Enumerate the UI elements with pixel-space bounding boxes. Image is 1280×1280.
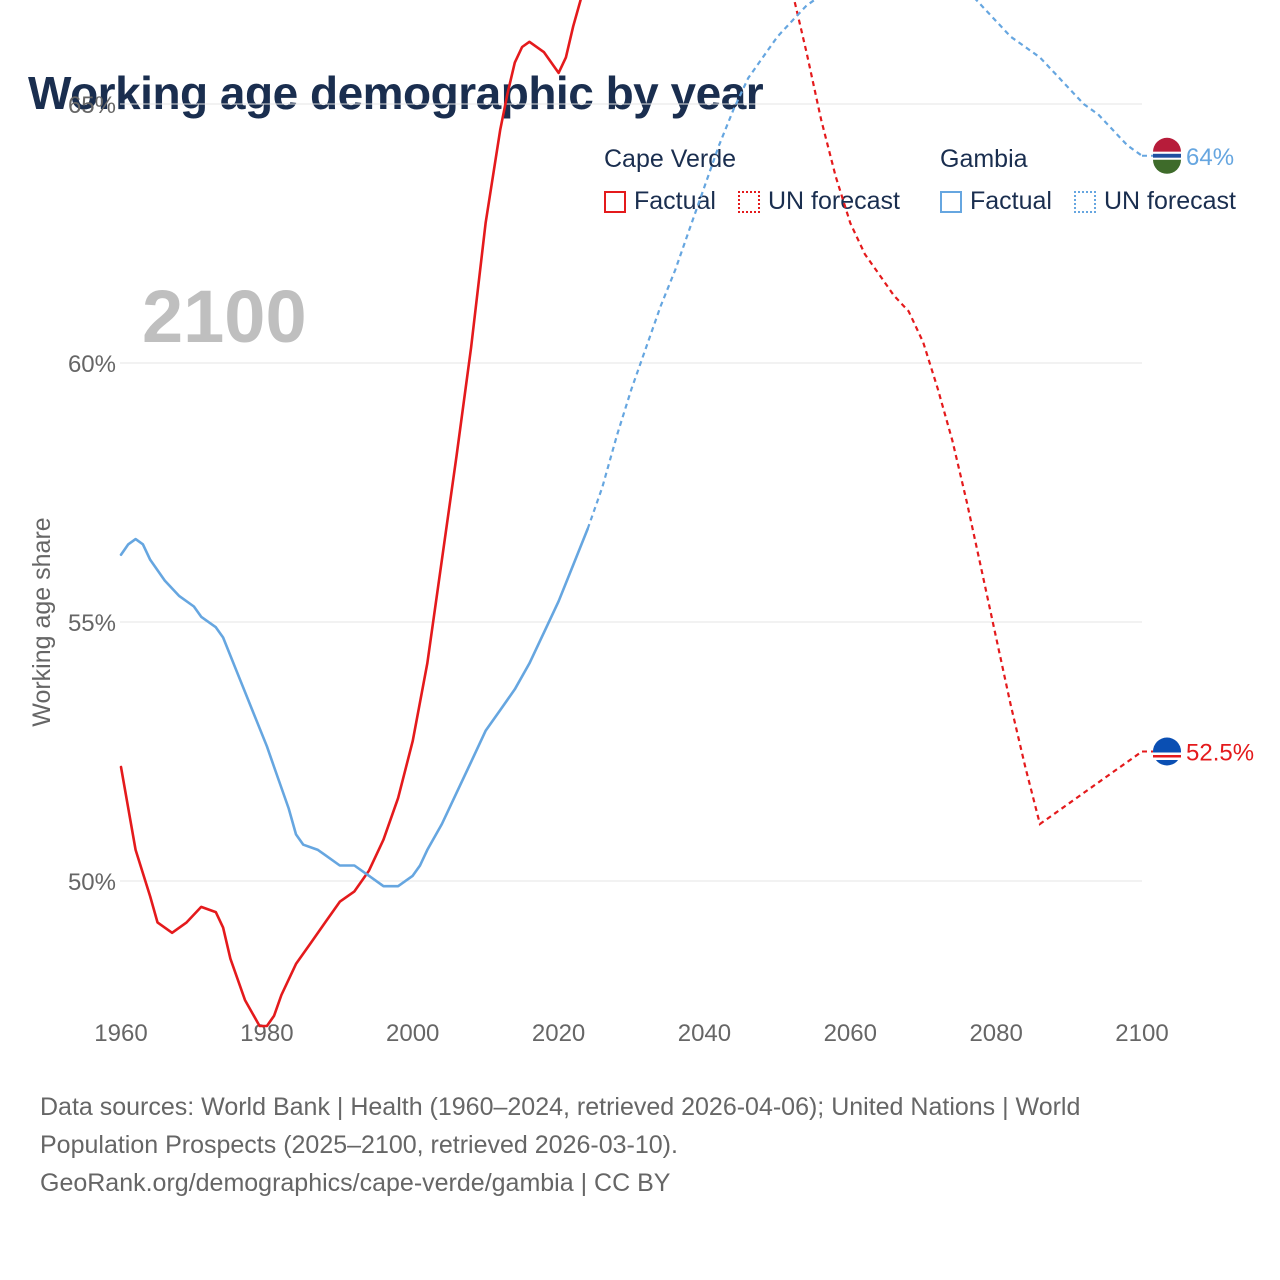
y-axis-label: Working age share (28, 517, 56, 726)
flag-stripe-top (1153, 137, 1181, 152)
x-tick-label: 1960 (94, 1020, 147, 1047)
chart-title: Working age demographic by year (28, 67, 764, 119)
legend-item-gambia-factual[interactable]: Factual (940, 187, 1052, 216)
flag-stripe (1153, 752, 1181, 755)
legend-label: UN forecast (1104, 187, 1236, 215)
legend-swatch-dotted (1074, 190, 1096, 213)
x-tick-label: 2020 (532, 1020, 585, 1047)
flag-field (1153, 737, 1181, 766)
legend-group-title: Gambia (940, 145, 1028, 173)
y-axis: 50%55%60%65%70% (68, 92, 116, 896)
x-tick-label: 2100 (1115, 1020, 1168, 1047)
y-tick-label: 55% (68, 610, 116, 637)
legend-swatch-solid (940, 190, 962, 213)
footer-source-line: Data sources: World Bank | Health (1960–… (40, 1093, 1081, 1121)
legend-item-gambia-forecast[interactable]: UN forecast (1074, 187, 1236, 216)
gambia-flag-icon (1153, 137, 1181, 174)
end-value-label: 64% (1186, 144, 1234, 171)
y-tick-label: 65% (68, 92, 116, 119)
series-line-cape-verde-forecast (793, 0, 1143, 826)
flag-stripe (1153, 757, 1181, 760)
flag-stripe (1153, 151, 1181, 154)
legend-swatch-dotted (738, 190, 760, 213)
y-tick-label: 50% (68, 869, 116, 896)
flag-stripe (1153, 153, 1181, 158)
legend-label: Factual (634, 187, 716, 215)
legend-group-gambia: Gambia Factual UN forecast (940, 145, 1260, 225)
footer-link[interactable]: GeoRank.org/demographics/cape-verde/gamb… (40, 1169, 671, 1197)
flag-stripe (1153, 157, 1181, 160)
x-tick-label: 2040 (678, 1020, 731, 1047)
grid (120, 103, 1142, 882)
cape-verde-flag-icon (1153, 737, 1181, 766)
x-tick-label: 2080 (969, 1020, 1022, 1047)
legend-swatch-solid (604, 190, 626, 213)
year-watermark: 2100 (142, 275, 307, 358)
flag-stripe-bottom (1153, 159, 1181, 174)
series-line-cape-verde-factual (119, 0, 582, 1028)
series-line-gambia-forecast (586, 0, 1143, 530)
line-chart: 2100 50%55%60%65%70% 1960198020002020204… (28, 0, 1254, 1047)
legend-label: Factual (970, 187, 1052, 215)
footer-source-line: Population Prospects (2025–2100, retriev… (40, 1131, 678, 1159)
legend-item-cape-verde-forecast[interactable]: UN forecast (738, 187, 900, 216)
footer: Data sources: World Bank | Health (1960–… (40, 1088, 1240, 1202)
x-tick-label: 2060 (824, 1020, 877, 1047)
x-axis: 1960 1980 2000 2020 2040 2060 2080 2100 (94, 1020, 1168, 1047)
legend-item-cape-verde-factual[interactable]: Factual (604, 187, 716, 216)
legend-label: UN forecast (768, 187, 900, 215)
end-value-label: 52.5% (1186, 740, 1254, 767)
flag-stripe (1153, 755, 1181, 758)
end-markers: 52.5% 64% (1142, 137, 1254, 767)
y-tick-label: 60% (68, 351, 116, 378)
x-tick-label: 2000 (386, 1020, 439, 1047)
series-line-gambia-factual (119, 527, 589, 888)
series (119, 0, 1143, 1028)
